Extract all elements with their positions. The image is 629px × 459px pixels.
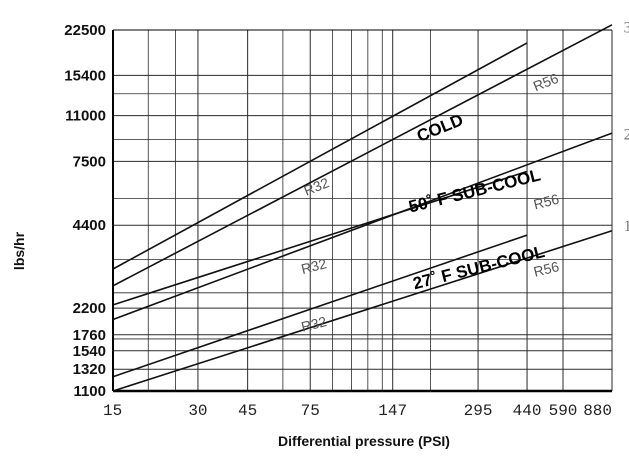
model-label: R56 bbox=[531, 70, 561, 95]
series-line bbox=[112, 230, 613, 392]
y-tick-label: 1540 bbox=[73, 343, 106, 360]
curve-label: 50˚ F SUB-COOL bbox=[407, 165, 543, 216]
series-line bbox=[112, 132, 613, 321]
x-tick-label: 295 bbox=[464, 402, 493, 420]
x-tick-label: 440 bbox=[513, 402, 542, 420]
model-label: R32 bbox=[301, 174, 331, 199]
x-tick-label: 880 bbox=[583, 402, 612, 420]
axes bbox=[112, 29, 612, 393]
edge-label: 2 bbox=[624, 127, 629, 144]
y-tick-label: 11000 bbox=[65, 108, 106, 125]
x-tick-label: 147 bbox=[378, 402, 407, 420]
model-label: R32 bbox=[299, 313, 328, 335]
y-tick-label: 2200 bbox=[73, 300, 106, 317]
model-label: R56 bbox=[532, 191, 561, 213]
y-tick-label: 22500 bbox=[64, 22, 106, 39]
series-line bbox=[112, 170, 528, 306]
x-tick-label: 15 bbox=[103, 402, 122, 420]
x-tick-label: 45 bbox=[238, 402, 257, 420]
x-axis-label: Differential pressure (PSI) bbox=[278, 433, 450, 449]
y-tick-label: 4400 bbox=[73, 217, 106, 234]
y-tick-label: 1760 bbox=[73, 327, 106, 344]
model-label: R56 bbox=[532, 258, 561, 280]
series-line bbox=[112, 234, 528, 378]
y-tick-label: 7500 bbox=[73, 153, 106, 170]
series-lines bbox=[112, 24, 613, 392]
series-line bbox=[112, 24, 613, 287]
x-tick-label: 30 bbox=[188, 402, 207, 420]
y-axis-label: lbs/hr bbox=[11, 231, 27, 270]
edge-label: 3 bbox=[624, 20, 629, 37]
x-tick-label: 590 bbox=[549, 402, 578, 420]
series-line bbox=[112, 42, 528, 270]
x-tick-label: 75 bbox=[301, 402, 320, 420]
y-tick-label: 15400 bbox=[64, 67, 106, 84]
series-group bbox=[112, 24, 613, 392]
y-tick-label: 1100 bbox=[73, 383, 106, 400]
model-label: R32 bbox=[299, 255, 328, 277]
edge-label: 1 bbox=[624, 218, 629, 235]
y-tick-label: 1320 bbox=[73, 361, 106, 378]
